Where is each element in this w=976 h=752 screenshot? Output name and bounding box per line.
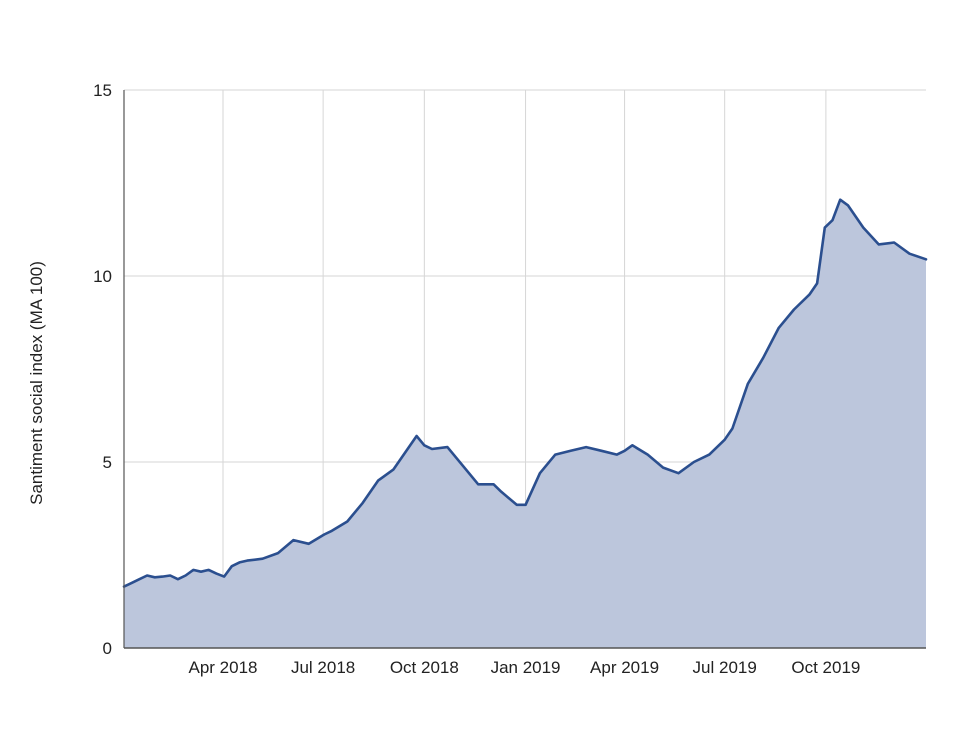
- x-tick-label: Apr 2019: [590, 658, 659, 677]
- axes: [123, 90, 926, 649]
- series-area-fill: [124, 199, 926, 648]
- x-tick-label: Oct 2018: [390, 658, 459, 677]
- series-area-group: [122, 198, 928, 648]
- y-axis-title: Santiment social index (MA 100): [27, 261, 46, 505]
- x-tick-label: Oct 2019: [791, 658, 860, 677]
- y-tick-label: 0: [103, 639, 112, 658]
- y-tick-label: 5: [103, 453, 112, 472]
- y-tick-label: 15: [93, 81, 112, 100]
- x-tick-label: Apr 2018: [189, 658, 258, 677]
- x-tick-label: Jul 2019: [693, 658, 757, 677]
- y-tick-labels: 0 5 10 15: [93, 81, 112, 658]
- x-tick-labels: Apr 2018 Jul 2018 Oct 2018 Jan 2019 Apr 2019…: [189, 658, 861, 677]
- y-tick-label: 10: [93, 267, 112, 286]
- x-tick-label: Jul 2018: [291, 658, 355, 677]
- x-tick-label: Jan 2019: [491, 658, 561, 677]
- series-line: [122, 198, 928, 588]
